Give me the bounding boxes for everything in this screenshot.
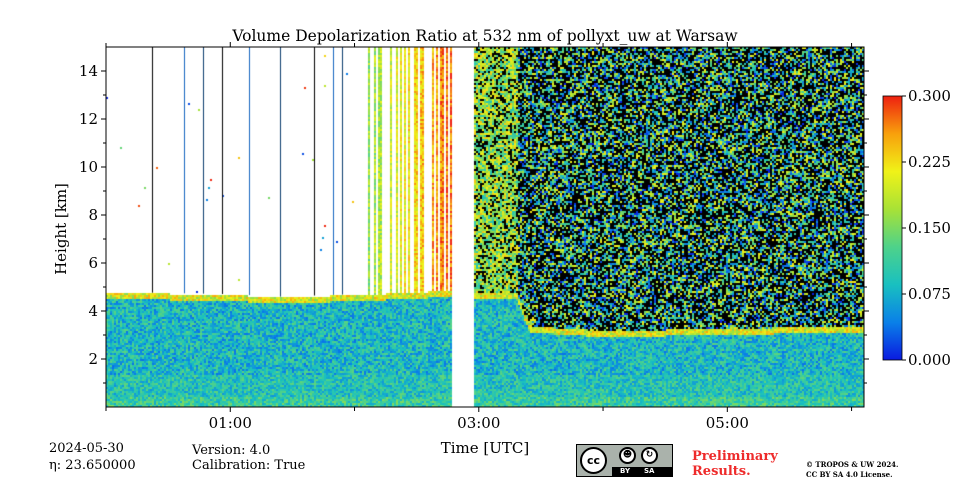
y-tick-label: 12 [79, 110, 98, 128]
license-notice: © TROPOS & UW 2024. CC BY SA 4.0 License… [806, 460, 899, 480]
x-tick-label: 03:00 [457, 414, 500, 432]
x-axis-label: Time [UTC] [441, 439, 530, 457]
colorbar-tick-label: 0.075 [908, 285, 951, 303]
footer-calibration: Calibration: True [192, 458, 306, 473]
colorbar-ticks: 0.000 0.075 0.150 0.225 0.300 [902, 87, 951, 369]
colorbar-gradient [882, 95, 903, 361]
cc-logo-icon: cc [580, 447, 607, 474]
colorbar-tick-label: 0.300 [908, 87, 951, 105]
colorbar-tick-label: 0.225 [908, 153, 951, 171]
y-tick-label: 4 [88, 302, 98, 320]
y-tick-label: 14 [79, 62, 98, 80]
license-line-1: © TROPOS & UW 2024. [806, 460, 899, 469]
preliminary-line-2: Results. [692, 464, 751, 479]
plot-frame [105, 46, 865, 408]
chart-title: Volume Depolarization Ratio at 532 nm of… [231, 27, 738, 45]
attribution-icon: ☻ [619, 447, 636, 464]
heatmap-image [106, 47, 864, 407]
x-tick-label: 01:00 [209, 414, 252, 432]
depolarization-heatmap [106, 47, 864, 407]
y-axis: 2 4 6 8 10 12 14 [79, 62, 869, 384]
y-tick-label: 6 [88, 254, 98, 272]
colorbar-tick-label: 0.150 [908, 219, 951, 237]
y-axis-label: Height [km] [52, 183, 70, 275]
colorbar-tick-label: 0.000 [908, 351, 951, 369]
share-alike-icon: ↻ [641, 447, 658, 464]
cc-by-sa-badge: cc ☻ ↻ BY SA [576, 444, 673, 477]
y-tick-label: 8 [88, 206, 98, 224]
cc-badge-strip [612, 467, 672, 476]
y-tick-label: 2 [88, 350, 98, 368]
x-tick-label: 05:00 [706, 414, 749, 432]
x-axis: 01:00 03:00 05:00 [105, 42, 853, 432]
preliminary-line-1: Preliminary [692, 449, 778, 464]
footer-version: Version: 4.0 [192, 443, 271, 458]
preliminary-notice: Preliminary Results. [692, 449, 778, 479]
colorbar: 0.000 0.075 0.150 0.225 0.300 [882, 87, 951, 369]
cc-by-label: BY [620, 467, 631, 475]
footer-eta: η: 23.650000 [49, 458, 136, 473]
y-tick-label: 10 [79, 158, 98, 176]
cc-sa-label: SA [644, 467, 655, 475]
plot-area [106, 47, 864, 407]
footer-date: 2024-05-30 [49, 441, 124, 456]
license-line-2: CC BY SA 4.0 License. [806, 470, 893, 479]
